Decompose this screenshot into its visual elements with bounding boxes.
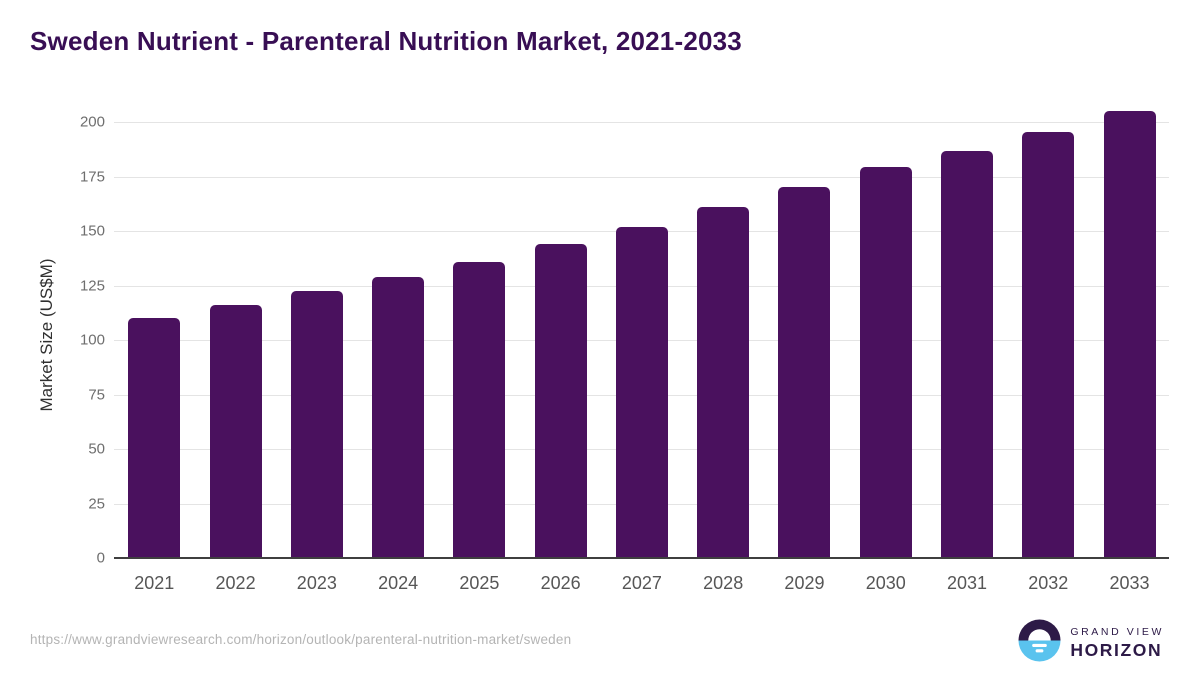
bar-2025	[453, 261, 506, 558]
bar-2026	[534, 244, 587, 558]
logo-brand-top-text: GRAND VIEW	[1070, 625, 1164, 638]
y-axis-label: Market Size (US$M)	[37, 258, 56, 412]
x-tick-label-2024: 2024	[378, 573, 419, 593]
x-tick-label-2022: 2022	[215, 573, 256, 593]
bar-2021	[128, 318, 181, 558]
x-tick-label-2027: 2027	[621, 573, 662, 593]
bar-2030	[859, 166, 912, 558]
bar-2023	[290, 290, 343, 558]
y-tick-label-25: 25	[88, 495, 105, 512]
bar-2022	[209, 305, 262, 558]
grand-view-horizon-logo: GRAND VIEW HORIZON	[1018, 619, 1164, 667]
bar-2033	[1103, 111, 1156, 558]
logo-brand-bottom-text: HORIZON	[1070, 639, 1163, 660]
y-tick-label-50: 50	[88, 440, 105, 458]
bar-2028	[697, 207, 750, 558]
bar-2027	[615, 226, 668, 558]
x-tick-label-2032: 2032	[1028, 573, 1069, 593]
x-tick-label-2025: 2025	[459, 573, 500, 593]
x-tick-label-2021: 2021	[134, 573, 175, 593]
y-tick-label-100: 100	[79, 331, 105, 349]
y-tick-label-150: 150	[79, 222, 105, 240]
logo-wordmark: GRAND VIEW HORIZON	[1070, 626, 1164, 661]
bar-2029	[778, 187, 831, 558]
x-tick-label-2023: 2023	[296, 573, 337, 593]
x-tick-label-2030: 2030	[865, 573, 906, 593]
y-tick-label-200: 200	[79, 113, 105, 131]
bar-2024	[372, 276, 425, 558]
bar-2032	[1022, 131, 1075, 558]
x-tick-label-2028: 2028	[703, 573, 744, 593]
horizon-sun-icon	[1018, 619, 1061, 667]
gridline-y-200	[114, 122, 1169, 123]
bar-2031	[941, 151, 993, 558]
y-tick-label-75: 75	[88, 386, 105, 403]
x-tick-label-2031: 2031	[946, 573, 988, 593]
chart-title: Sweden Nutrient - Parenteral Nutrition M…	[30, 26, 742, 56]
x-tick-label-2026: 2026	[540, 573, 581, 593]
x-axis-line	[114, 557, 1169, 559]
source-url-text: https://www.grandviewresearch.com/horizo…	[30, 632, 572, 647]
y-tick-label-175: 175	[79, 168, 105, 185]
y-tick-label-0: 0	[96, 549, 105, 567]
x-tick-label-2029: 2029	[784, 573, 825, 593]
gridline-y-175	[114, 176, 1169, 178]
x-tick-label-2033: 2033	[1109, 573, 1150, 593]
y-tick-label-125: 125	[79, 277, 105, 294]
